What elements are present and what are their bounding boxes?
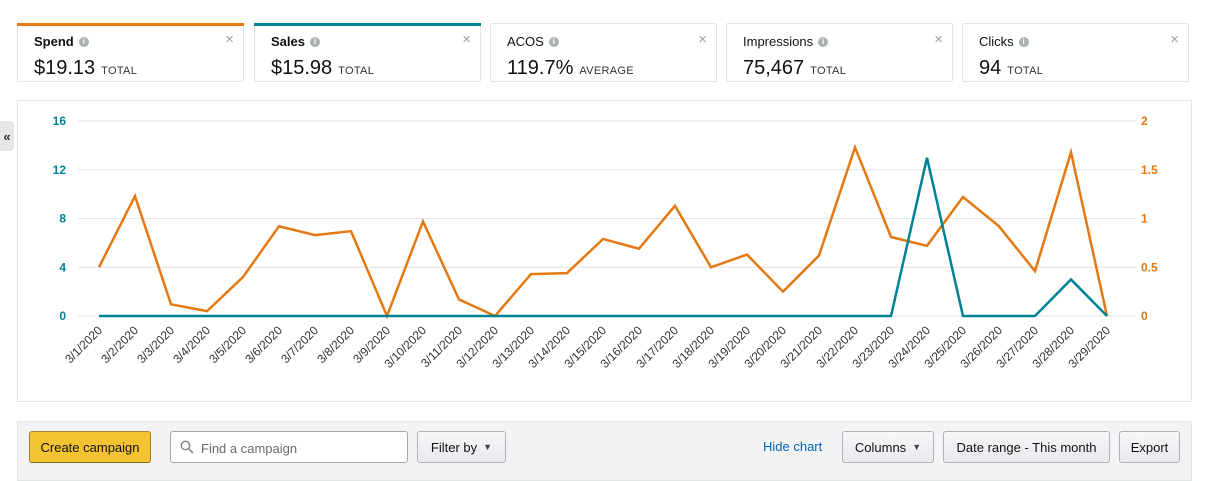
close-icon[interactable]: × — [934, 33, 943, 47]
metric-value: 119.7% — [507, 57, 573, 79]
metric-label-row: Sales i — [271, 34, 320, 49]
search-icon — [180, 440, 194, 454]
metric-suffix: TOTAL — [101, 65, 137, 77]
create-campaign-label: Create campaign — [41, 440, 140, 455]
info-icon[interactable]: i — [818, 37, 828, 47]
metric-suffix: TOTAL — [1007, 65, 1043, 77]
metric-cards: Spend i × $19.13 TOTAL Sales i × $15.98 TO… — [17, 23, 1192, 83]
x-tick-label: 3/8/2020 — [314, 323, 357, 366]
filter-by-label: Filter by — [431, 440, 477, 455]
y-left-tick-label: 0 — [59, 309, 66, 323]
double-chevron-left-icon: « — [3, 129, 10, 144]
metric-value: $19.13 — [34, 57, 95, 79]
x-tick-label: 3/3/2020 — [134, 323, 177, 366]
metric-value: 75,467 — [743, 57, 804, 79]
x-tick-label: 3/7/2020 — [278, 323, 321, 366]
hide-chart-link[interactable]: Hide chart — [763, 439, 822, 454]
metric-label: Clicks — [979, 34, 1014, 49]
metric-label-row: Clicks i — [979, 34, 1029, 49]
metric-suffix: TOTAL — [810, 65, 846, 77]
y-left-tick-label: 4 — [59, 260, 66, 274]
metric-card-3[interactable]: Impressions i × 75,467 TOTAL — [726, 23, 953, 82]
y-left-tick-label: 16 — [53, 114, 67, 128]
chevron-down-icon: ▼ — [483, 442, 492, 452]
close-icon[interactable]: × — [462, 33, 471, 47]
metric-label: Sales — [271, 34, 305, 49]
metric-label: Spend — [34, 34, 74, 49]
metric-label: Impressions — [743, 34, 813, 49]
search-input[interactable] — [199, 432, 403, 464]
metric-suffix: AVERAGE — [579, 65, 633, 77]
y-right-tick-label: 0 — [1141, 309, 1148, 323]
metric-card-2[interactable]: ACOS i × 119.7% AVERAGE — [490, 23, 717, 82]
metric-label-row: Impressions i — [743, 34, 828, 49]
close-icon[interactable]: × — [1170, 33, 1179, 47]
metric-value: $15.98 — [271, 57, 332, 79]
x-tick-label: 3/5/2020 — [206, 323, 249, 366]
export-button[interactable]: Export — [1119, 431, 1180, 463]
y-right-tick-label: 0.5 — [1141, 260, 1158, 274]
metric-suffix: TOTAL — [338, 65, 374, 77]
x-tick-label: 3/2/2020 — [98, 323, 141, 366]
metric-color-bar — [17, 23, 244, 26]
chevron-down-icon: ▼ — [912, 442, 921, 452]
info-icon[interactable]: i — [79, 37, 89, 47]
date-range-label: Date range - This month — [957, 440, 1097, 455]
metric-card-4[interactable]: Clicks i × 94 TOTAL — [962, 23, 1189, 82]
metric-value: 94 — [979, 57, 1001, 79]
y-right-tick-label: 2 — [1141, 114, 1148, 128]
columns-dropdown[interactable]: Columns ▼ — [842, 431, 934, 463]
columns-label: Columns — [855, 440, 906, 455]
y-right-tick-label: 1 — [1141, 212, 1148, 226]
close-icon[interactable]: × — [225, 33, 234, 47]
metric-value-row: $19.13 TOTAL — [34, 57, 137, 82]
metric-card-1[interactable]: Sales i × $15.98 TOTAL — [254, 23, 481, 82]
line-chart: 0 4 8 12 16 0 0.5 1 1.5 2 3/1/20203/2/20203/3/2020… — [18, 101, 1193, 403]
metric-label-row: ACOS i — [507, 34, 559, 49]
y-right-tick-label: 1.5 — [1141, 163, 1158, 177]
find-campaign-search[interactable] — [170, 431, 408, 463]
info-icon[interactable]: i — [1019, 37, 1029, 47]
metric-value-row: $15.98 TOTAL — [271, 57, 374, 82]
metric-value-row: 75,467 TOTAL — [743, 57, 846, 82]
x-tick-label: 3/6/2020 — [242, 323, 285, 366]
close-icon[interactable]: × — [698, 33, 707, 47]
create-campaign-button[interactable]: Create campaign — [29, 431, 151, 463]
collapse-sidebar-tab[interactable]: « — [0, 121, 14, 151]
metric-color-bar — [254, 23, 481, 26]
series-line-spend — [99, 147, 1107, 316]
metric-value-row: 94 TOTAL — [979, 57, 1043, 82]
series-line-sales — [99, 158, 1107, 316]
campaign-toolbar: Create campaign Filter by ▼ Hide chart C… — [17, 421, 1192, 481]
metric-value-row: 119.7% AVERAGE — [507, 57, 634, 82]
info-icon[interactable]: i — [310, 37, 320, 47]
info-icon[interactable]: i — [549, 37, 559, 47]
x-tick-label: 3/1/2020 — [62, 323, 105, 366]
x-tick-label: 3/4/2020 — [170, 323, 213, 366]
metric-label-row: Spend i — [34, 34, 89, 49]
metric-card-0[interactable]: Spend i × $19.13 TOTAL — [17, 23, 244, 82]
y-left-tick-label: 8 — [59, 212, 66, 226]
filter-by-dropdown[interactable]: Filter by ▼ — [417, 431, 506, 463]
metric-label: ACOS — [507, 34, 544, 49]
date-range-button[interactable]: Date range - This month — [943, 431, 1110, 463]
y-left-tick-label: 12 — [53, 163, 67, 177]
export-label: Export — [1131, 440, 1169, 455]
